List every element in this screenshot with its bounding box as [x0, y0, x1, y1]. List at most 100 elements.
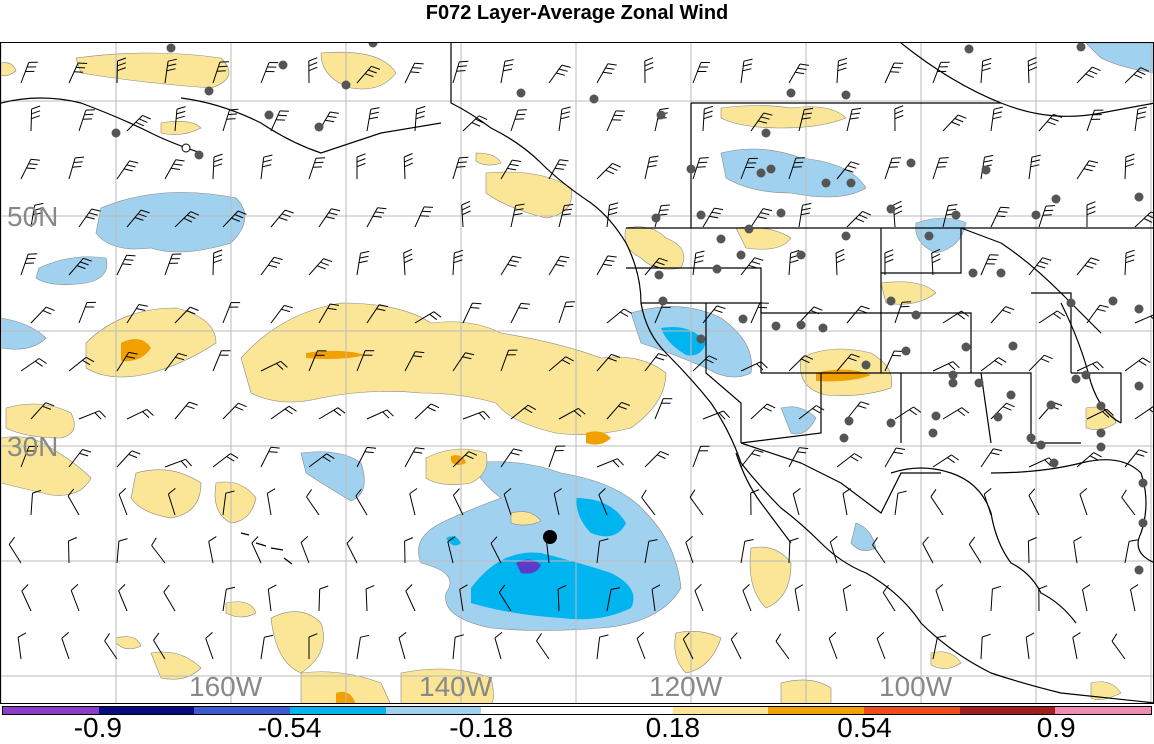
- wind-barb: [21, 159, 40, 179]
- wind-barb: [751, 209, 772, 227]
- color-scale-label: -0.54: [258, 712, 322, 744]
- wind-barb: [741, 450, 763, 467]
- wind-barb: [933, 362, 959, 371]
- wind-barb: [695, 584, 703, 611]
- station-dot: [887, 419, 896, 428]
- wind-barb: [895, 106, 904, 131]
- wind-barb: [597, 635, 608, 659]
- station-dot: [1027, 434, 1036, 443]
- wind-barb: [1112, 634, 1125, 659]
- station-dot: [762, 129, 771, 138]
- station-dot: [167, 44, 176, 53]
- station-dot: [969, 269, 978, 278]
- wind-barb: [549, 160, 569, 179]
- wind-barb: [1125, 154, 1134, 179]
- wind-barb: [79, 110, 95, 131]
- station-dot: [737, 251, 746, 260]
- wind-barb: [347, 537, 357, 563]
- color-scale-label: -0.18: [449, 712, 513, 744]
- wind-barb: [923, 537, 933, 563]
- station-dot: [1135, 193, 1144, 202]
- wind-barb: [843, 585, 851, 611]
- wind-barb: [463, 116, 487, 131]
- storm-center-marker[interactable]: [543, 530, 557, 544]
- wind-barb: [209, 537, 217, 563]
- wind-barb: [895, 407, 921, 419]
- wind-barb: [597, 459, 624, 467]
- station-dot: [772, 322, 781, 331]
- station-dot: [265, 111, 274, 120]
- station-dot: [1097, 429, 1106, 438]
- wind-barb: [21, 254, 37, 275]
- station-dot: [1032, 211, 1041, 220]
- wind-barb: [164, 585, 175, 611]
- station-dot: [739, 315, 748, 324]
- lat-label-30n: 30N: [7, 431, 58, 463]
- wind-barb: [793, 488, 800, 515]
- wind-barb: [367, 410, 394, 419]
- station-dot: [1139, 519, 1148, 528]
- station-dot: [1047, 401, 1056, 410]
- wind-barb: [271, 111, 289, 131]
- wind-barb: [357, 635, 369, 659]
- wind-barb: [885, 250, 893, 275]
- wind-barb: [117, 539, 128, 563]
- wind-barb: [549, 65, 571, 83]
- wind-barb: [776, 634, 789, 659]
- station-dot: [1077, 43, 1086, 52]
- wind-barb: [693, 251, 705, 275]
- wind-barb: [607, 309, 632, 323]
- wind-barb: [223, 303, 240, 323]
- wind-barb: [463, 411, 490, 419]
- wind-barb: [1029, 489, 1039, 515]
- wind-barb: [261, 635, 273, 659]
- station-dot: [797, 251, 806, 260]
- wind-barb: [501, 256, 522, 275]
- wind-barb: [1087, 305, 1109, 323]
- wind-barb: [789, 448, 808, 467]
- wind-barb: [1077, 362, 1103, 371]
- station-dot: [840, 434, 849, 443]
- wind-barb: [686, 536, 693, 563]
- color-scale-label: 0.9: [1037, 712, 1076, 744]
- station-dot: [797, 321, 806, 330]
- wind-barb: [319, 209, 340, 227]
- station-dot: [1007, 391, 1016, 400]
- station-dot: [1082, 371, 1091, 380]
- wind-barb: [984, 488, 991, 515]
- station-dot: [315, 123, 324, 132]
- wind-barb: [511, 110, 527, 131]
- wind-barb: [1131, 585, 1139, 611]
- wind-barb: [31, 490, 41, 515]
- station-dot: [369, 43, 378, 48]
- station-dot: [757, 169, 766, 178]
- wind-barb: [404, 154, 413, 180]
- wind-barb: [105, 633, 117, 659]
- lon-label-140w: 140W: [419, 671, 492, 703]
- color-scale-label: 0.18: [646, 712, 701, 744]
- station-dot: [713, 265, 722, 274]
- wind-barb: [597, 256, 617, 275]
- wind-barb: [1029, 155, 1041, 179]
- wind-barb: [943, 115, 966, 131]
- wind-barb: [501, 60, 514, 83]
- wind-barb: [837, 454, 862, 468]
- station-dot: [975, 379, 984, 388]
- wind-barb: [319, 408, 345, 419]
- station-dot: [112, 129, 121, 138]
- wind-barb: [843, 489, 851, 515]
- station-dot: [1037, 441, 1046, 450]
- wind-barb: [731, 633, 741, 659]
- station-dot: [982, 166, 991, 175]
- map-title: F072 Layer-Average Zonal Wind: [0, 2, 1154, 25]
- station-dot: [965, 45, 974, 54]
- wind-barb: [453, 489, 463, 515]
- map-panel[interactable]: 50N 30N 160W 140W 120W 100W: [0, 42, 1154, 704]
- station-dot: [697, 211, 706, 220]
- station-dot: [822, 179, 831, 188]
- wind-barb: [309, 158, 325, 179]
- wind-barb: [829, 632, 837, 659]
- wind-barb: [271, 406, 297, 419]
- wind-barb: [31, 106, 40, 131]
- wind-barb: [645, 156, 659, 179]
